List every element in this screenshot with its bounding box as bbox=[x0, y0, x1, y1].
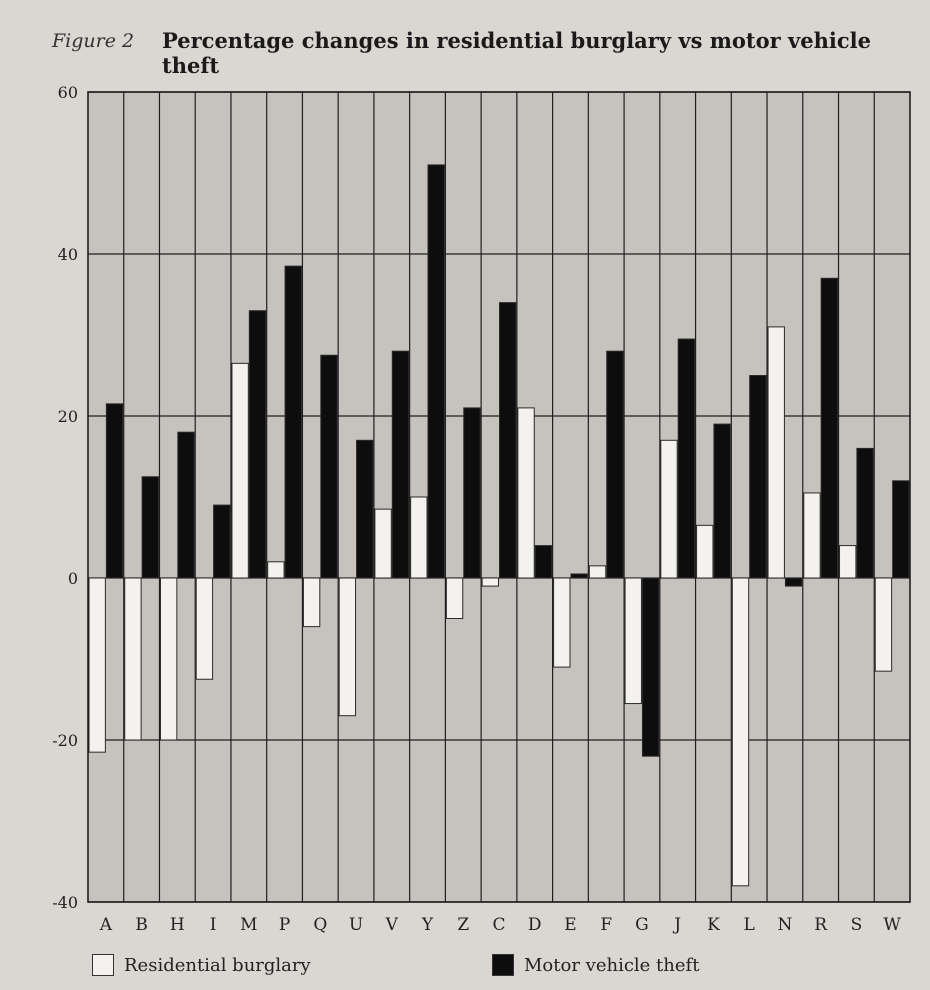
legend: Residential burglary Motor vehicle theft bbox=[92, 954, 892, 984]
bar-motor-vehicle-theft-l bbox=[749, 375, 767, 579]
bar-motor-vehicle-theft-e bbox=[570, 573, 588, 579]
bar-residential-burglary-j bbox=[660, 439, 678, 579]
x-tick-label: Y bbox=[421, 915, 434, 935]
x-tick-label: F bbox=[600, 915, 612, 935]
x-tick-label: S bbox=[851, 915, 863, 935]
legend-item-residential-burglary: Residential burglary bbox=[92, 954, 311, 976]
x-tick-label: L bbox=[744, 915, 755, 935]
bar-motor-vehicle-theft-p bbox=[284, 265, 302, 579]
x-tick-label: C bbox=[492, 915, 505, 935]
bar-motor-vehicle-theft-d bbox=[534, 545, 553, 579]
bar-motor-vehicle-theft-m bbox=[248, 310, 267, 579]
bar-motor-vehicle-theft-z bbox=[463, 407, 481, 579]
bar-motor-vehicle-theft-v bbox=[391, 350, 410, 579]
bar-motor-vehicle-theft-k bbox=[713, 423, 731, 579]
bar-residential-burglary-s bbox=[839, 545, 857, 579]
y-tick-label: -40 bbox=[52, 893, 78, 912]
bar-residential-burglary-k bbox=[696, 524, 714, 579]
bar-residential-burglary-v bbox=[374, 508, 392, 579]
legend-label-residential-burglary: Residential burglary bbox=[124, 954, 311, 976]
bar-residential-burglary-p bbox=[267, 561, 285, 579]
legend-swatch-motor-vehicle-theft bbox=[492, 954, 514, 976]
x-tick-label: R bbox=[814, 915, 828, 935]
bar-residential-burglary-n bbox=[767, 326, 785, 579]
bar-motor-vehicle-theft-h bbox=[177, 431, 195, 579]
bar-residential-burglary-y bbox=[410, 496, 428, 579]
x-tick-label: J bbox=[672, 915, 681, 935]
x-tick-label: H bbox=[170, 915, 185, 935]
bar-motor-vehicle-theft-f bbox=[606, 350, 624, 579]
y-tick-label: 60 bbox=[58, 83, 78, 102]
bar-residential-burglary-q bbox=[302, 577, 321, 628]
bar-motor-vehicle-theft-r bbox=[820, 277, 839, 579]
x-tick-label: I bbox=[210, 915, 217, 935]
bar-motor-vehicle-theft-s bbox=[856, 447, 874, 579]
x-tick-label: Q bbox=[313, 915, 327, 935]
bar-motor-vehicle-theft-c bbox=[499, 302, 517, 579]
x-tick-label: K bbox=[707, 915, 720, 935]
bar-motor-vehicle-theft-n bbox=[784, 577, 803, 587]
bar-residential-burglary-e bbox=[553, 577, 571, 668]
bar-residential-burglary-b bbox=[124, 577, 142, 741]
figure-label: Figure 2 bbox=[52, 30, 135, 52]
x-tick-label: U bbox=[349, 915, 363, 935]
bar-motor-vehicle-theft-b bbox=[141, 476, 159, 579]
bar-residential-burglary-g bbox=[624, 577, 642, 705]
bar-residential-burglary-f bbox=[588, 565, 607, 579]
x-tick-label: V bbox=[385, 915, 399, 935]
bar-motor-vehicle-theft-q bbox=[320, 354, 338, 579]
x-tick-label: G bbox=[635, 915, 649, 935]
bar-residential-burglary-h bbox=[159, 577, 178, 741]
legend-item-motor-vehicle-theft: Motor vehicle theft bbox=[492, 954, 699, 976]
y-tick-label: -20 bbox=[52, 731, 78, 750]
bar-residential-burglary-u bbox=[338, 577, 357, 717]
chart-title: Percentage changes in residential burgla… bbox=[162, 28, 871, 78]
plot-background bbox=[88, 92, 910, 902]
bar-motor-vehicle-theft-y bbox=[427, 164, 445, 579]
bar-motor-vehicle-theft-a bbox=[105, 403, 124, 579]
bar-motor-vehicle-theft-j bbox=[677, 338, 696, 579]
x-tick-label: M bbox=[240, 915, 257, 935]
x-tick-label: E bbox=[564, 915, 576, 935]
bar-residential-burglary-w bbox=[874, 577, 893, 672]
bar-residential-burglary-c bbox=[481, 577, 499, 587]
bar-motor-vehicle-theft-u bbox=[356, 439, 374, 579]
x-tick-label: N bbox=[777, 915, 792, 935]
y-tick-label: 20 bbox=[58, 407, 78, 426]
x-tick-label: D bbox=[528, 915, 542, 935]
x-tick-label: P bbox=[279, 915, 290, 935]
y-axis-tick-labels: 60 40 20 0 -20 -40 bbox=[52, 83, 78, 912]
bar-residential-burglary-z bbox=[445, 577, 464, 619]
bar-motor-vehicle-theft-w bbox=[892, 480, 910, 579]
x-tick-label: Z bbox=[457, 915, 469, 935]
legend-label-motor-vehicle-theft: Motor vehicle theft bbox=[524, 954, 700, 976]
bars bbox=[88, 164, 910, 887]
x-tick-label: W bbox=[883, 915, 901, 935]
bar-residential-burglary-d bbox=[517, 407, 535, 579]
y-tick-label: 0 bbox=[68, 569, 78, 588]
x-tick-label: A bbox=[99, 915, 113, 935]
bar-motor-vehicle-theft-g bbox=[641, 577, 660, 757]
bar-residential-burglary-l bbox=[731, 577, 750, 887]
plot-frame bbox=[87, 91, 911, 903]
bar-motor-vehicle-theft-i bbox=[213, 504, 231, 579]
y-tick-label: 40 bbox=[58, 245, 78, 264]
x-tick-label: B bbox=[135, 915, 148, 935]
bar-residential-burglary-i bbox=[195, 577, 214, 680]
bar-residential-burglary-r bbox=[803, 492, 821, 579]
bar-residential-burglary-a bbox=[88, 577, 106, 753]
legend-swatch-residential-burglary bbox=[92, 954, 114, 976]
bar-residential-burglary-m bbox=[231, 362, 249, 579]
